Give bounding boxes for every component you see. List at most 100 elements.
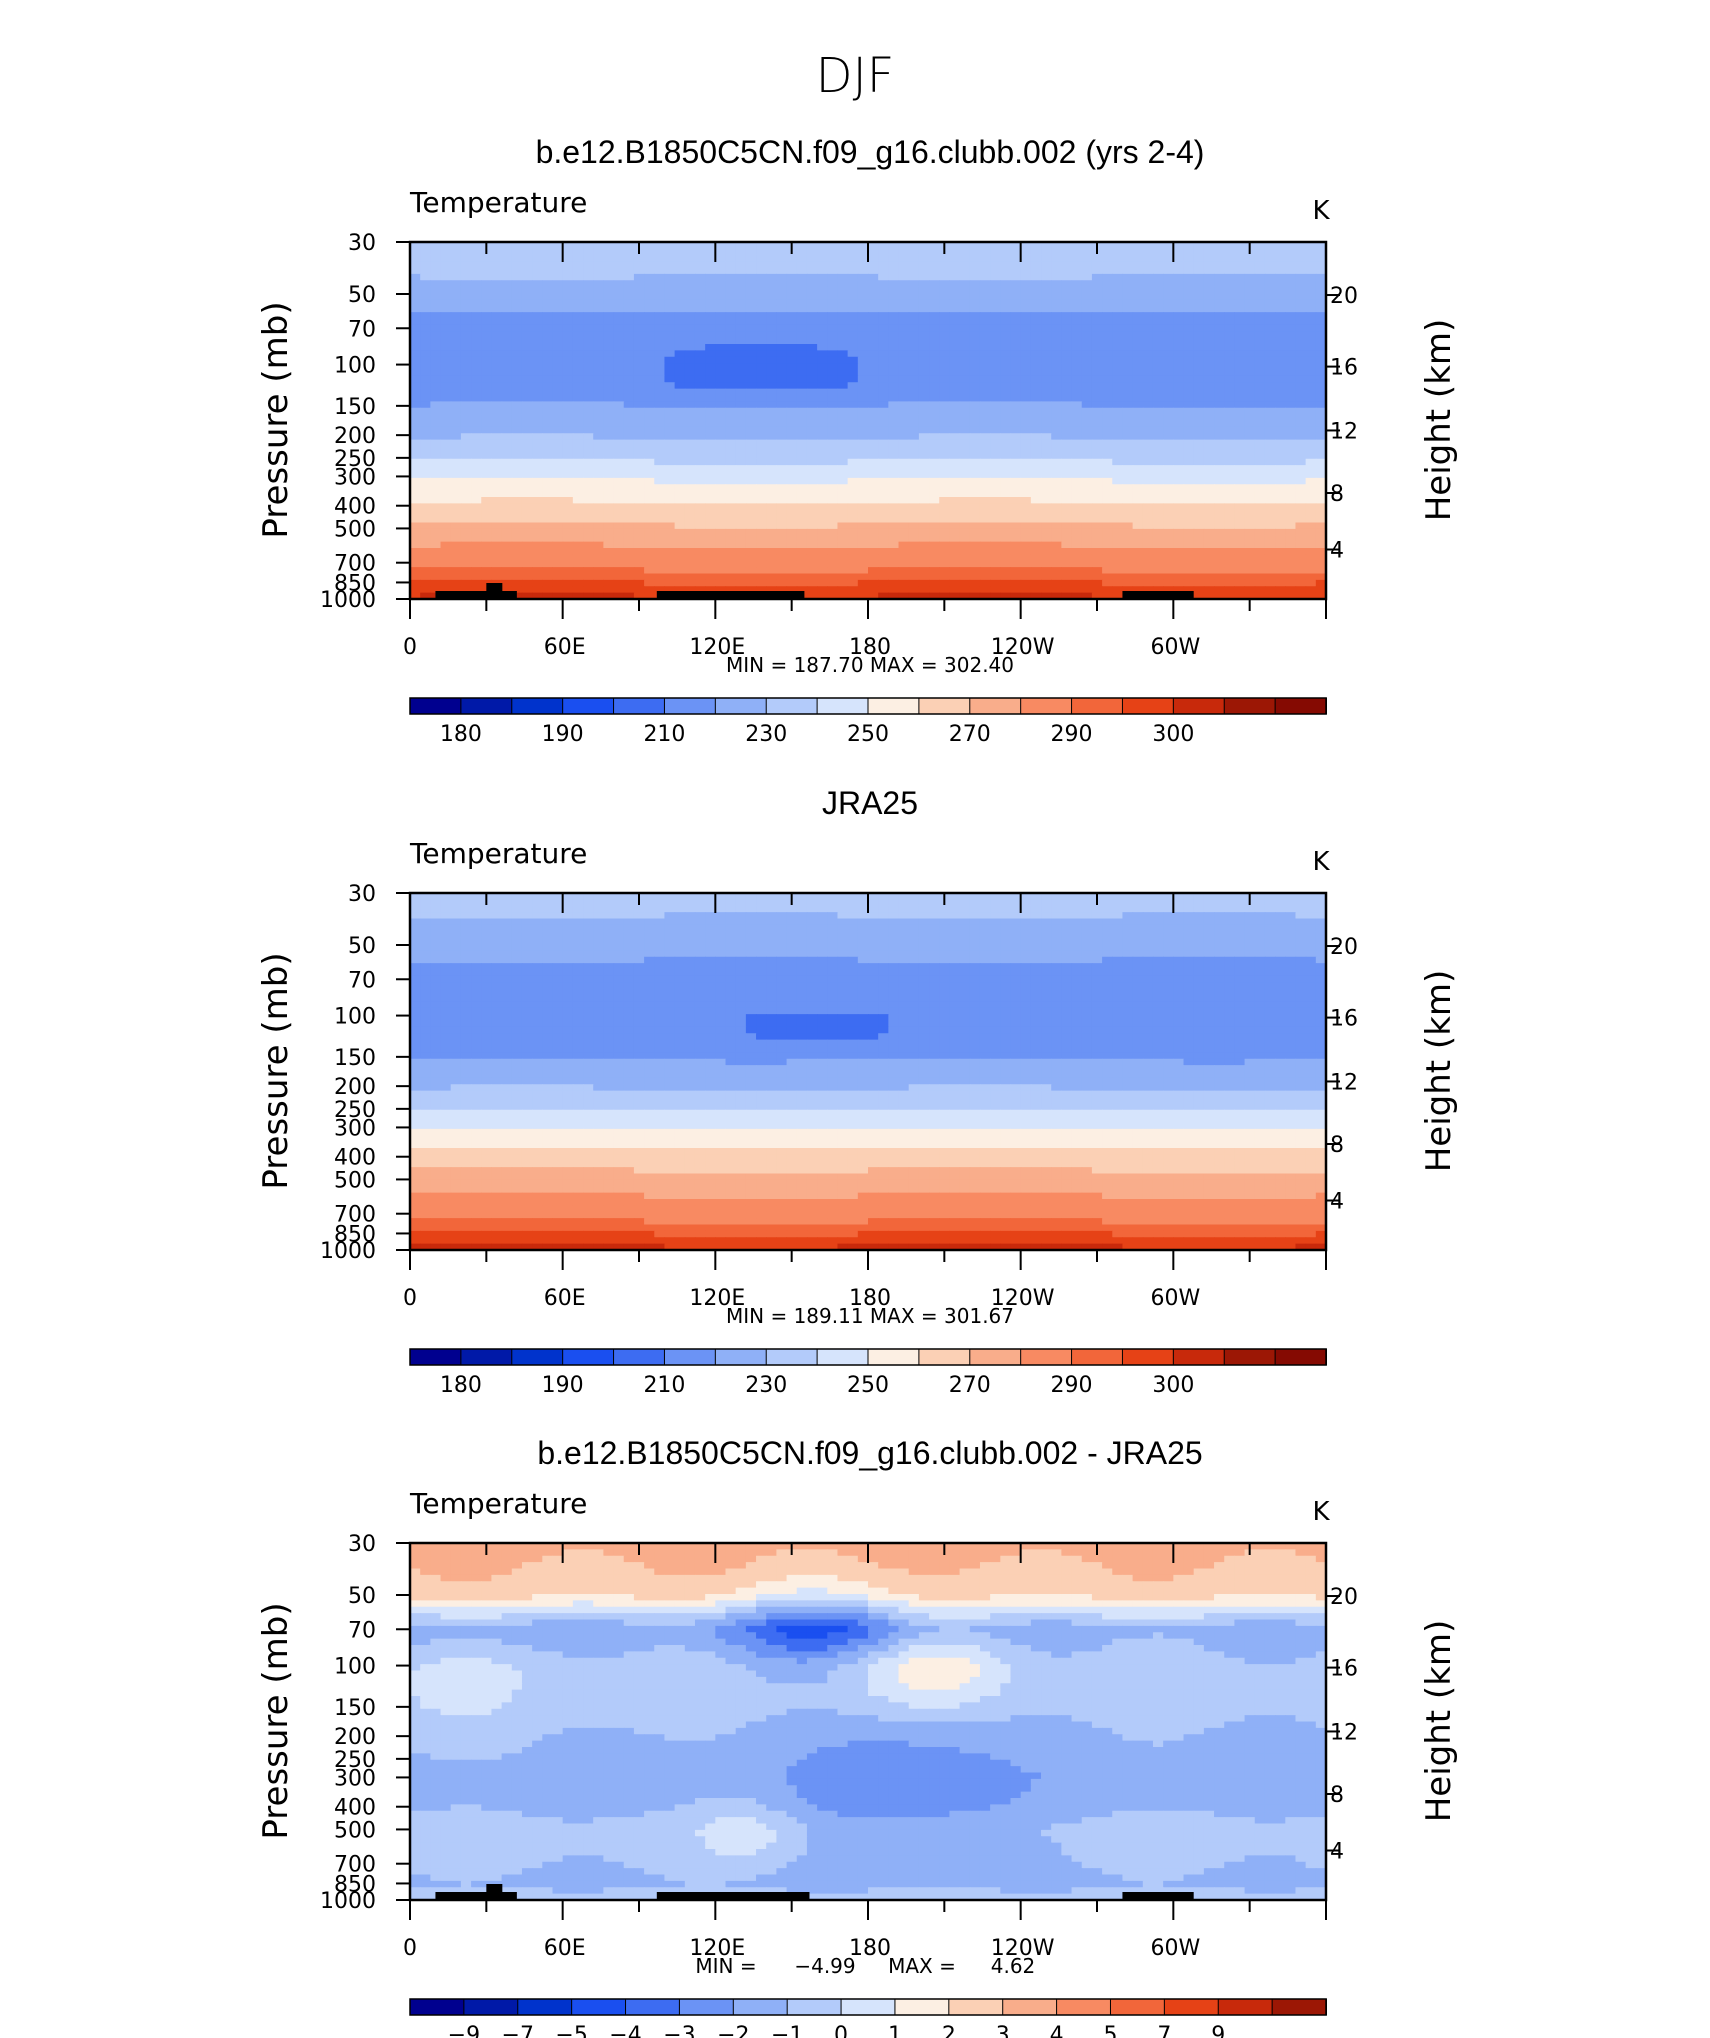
contour-cell — [949, 490, 961, 498]
contour-cell — [1000, 337, 1012, 345]
contour-cell — [715, 452, 727, 460]
contour-cell — [1264, 452, 1276, 460]
contour-cell — [1102, 286, 1113, 294]
contour-cell — [969, 452, 981, 460]
contour-cell — [501, 369, 513, 377]
contour-cell — [623, 592, 635, 600]
contour-cell — [1224, 261, 1235, 269]
contour-cell — [868, 280, 879, 288]
contour-cell — [888, 305, 900, 313]
contour-cell — [684, 401, 696, 409]
contour-cell — [735, 395, 747, 402]
contour-cell — [979, 254, 991, 262]
contour-cell — [715, 356, 727, 364]
contour-cell — [552, 509, 564, 517]
contour-cell — [664, 293, 676, 300]
contour-cell — [430, 548, 442, 555]
contour-cell — [990, 465, 1001, 473]
contour-cell — [1305, 573, 1317, 581]
contour-cell — [572, 312, 584, 320]
contour-cell — [1315, 426, 1327, 434]
contour-cell — [929, 299, 940, 307]
contour-cell — [806, 363, 818, 371]
contour-cell — [1122, 535, 1134, 543]
contour-cell — [745, 312, 757, 320]
contour-cell — [420, 312, 431, 320]
contour-cell — [542, 522, 554, 530]
contour-cell — [918, 439, 930, 447]
contour-cell — [898, 522, 910, 530]
contour-cell — [990, 426, 1001, 434]
contour-cell — [481, 267, 493, 275]
contour-cell — [929, 497, 940, 504]
contour-cell — [796, 465, 808, 473]
contour-cell — [1163, 337, 1174, 345]
contour-cell — [959, 363, 971, 371]
contour-cell — [939, 535, 951, 543]
contour-cell — [857, 261, 869, 269]
contour-cell — [532, 388, 543, 396]
contour-cell — [806, 401, 818, 409]
contour-cell — [1061, 465, 1073, 473]
contour-cell — [1041, 337, 1052, 345]
contour-cell — [1142, 331, 1154, 339]
contour-cell — [745, 528, 757, 536]
contour-cell — [1091, 567, 1103, 575]
contour-cell — [949, 471, 961, 479]
contour-cell — [1051, 305, 1062, 313]
contour-cell — [460, 554, 472, 562]
contour-cell — [1132, 471, 1144, 479]
contour-cell — [450, 484, 462, 492]
contour-cell — [735, 286, 747, 294]
contour-cell — [1010, 516, 1022, 524]
contour-cell — [878, 331, 889, 339]
contour-cell — [644, 286, 655, 294]
contour-cell — [990, 242, 1001, 249]
contour-cell — [786, 439, 798, 447]
contour-cell — [572, 267, 584, 275]
contour-cell — [542, 420, 554, 428]
contour-cell — [715, 554, 727, 562]
contour-cell — [440, 299, 452, 307]
contour-cell — [603, 579, 615, 587]
contour-cell — [674, 535, 686, 543]
contour-cell — [593, 426, 604, 434]
contour-cell — [735, 573, 747, 581]
contour-cell — [857, 401, 869, 409]
contour-cell — [603, 446, 615, 453]
contour-cell — [766, 541, 777, 549]
contour-cell — [756, 324, 767, 332]
contour-cell — [705, 388, 716, 396]
contour-cell — [654, 420, 666, 428]
contour-cell — [1102, 567, 1113, 575]
contour-cell — [715, 509, 727, 517]
contour-cell — [1112, 484, 1124, 492]
contour-cell — [450, 503, 462, 511]
contour-cell — [633, 471, 645, 479]
contour-cell — [949, 503, 961, 511]
contour-cell — [1102, 471, 1113, 479]
contour-cell — [511, 541, 523, 549]
contour-cell — [593, 528, 604, 536]
contour-cell — [562, 331, 574, 339]
contour-cell — [1264, 541, 1276, 549]
contour-cell — [756, 509, 767, 517]
contour-cell — [674, 439, 686, 447]
contour-cell — [491, 293, 503, 300]
contour-cell — [725, 458, 737, 466]
contour-cell — [623, 254, 635, 262]
contour-cell — [1132, 484, 1144, 492]
contour-cell — [562, 337, 574, 345]
contour-cell — [593, 439, 604, 447]
contour-cell — [796, 337, 808, 345]
contour-cell — [572, 567, 584, 575]
contour-cell — [593, 305, 604, 313]
contour-cell — [1112, 407, 1124, 415]
contour-cell — [1000, 535, 1012, 543]
contour-cell — [1081, 286, 1093, 294]
contour-cell — [949, 382, 961, 390]
contour-cell — [674, 331, 686, 339]
contour-cell — [908, 363, 920, 371]
contour-cell — [806, 375, 818, 383]
contour-cell — [1122, 420, 1134, 428]
